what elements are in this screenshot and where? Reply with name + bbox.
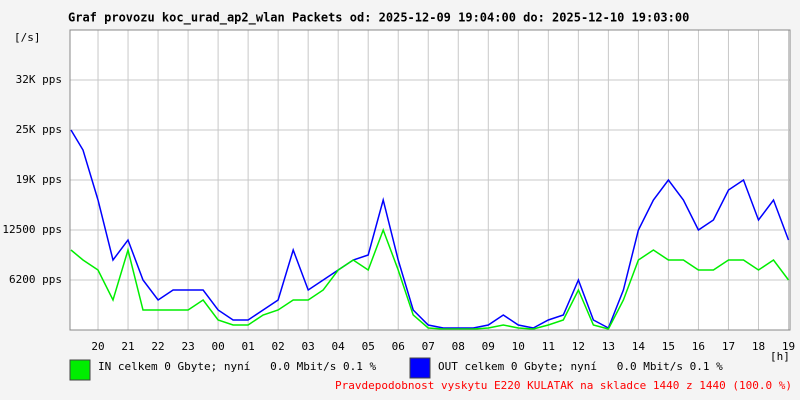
legend-label: OUT celkem 0 Gbyte; nyní 0.0 Mbit/s 0.1 … xyxy=(438,360,723,373)
x-tick-label: 02 xyxy=(272,340,285,353)
y-tick-label: 6200 pps xyxy=(9,273,62,286)
x-tick-label: 13 xyxy=(602,340,615,353)
x-tick-label: 06 xyxy=(392,340,405,353)
x-tick-label: 00 xyxy=(211,340,224,353)
chart-title: Graf provozu koc_urad_ap2_wlan Packets o… xyxy=(68,11,689,26)
series-line xyxy=(70,227,790,330)
grid xyxy=(70,30,790,330)
x-tick-label: 20 xyxy=(91,340,104,353)
legend-label: IN celkem 0 Gbyte; nyní 0.0 Mbit/s 0.1 % xyxy=(98,360,377,373)
legend: OUT celkem 0 Gbyte; nyní 0.0 Mbit/s 0.1 … xyxy=(69,357,723,381)
plot-frame xyxy=(69,29,791,331)
x-tick-label: 11 xyxy=(542,340,555,353)
series-line xyxy=(70,129,790,330)
y-tick-label: 25K pps xyxy=(16,123,62,136)
x-tick-label: 22 xyxy=(151,340,164,353)
x-tick-label: 19 xyxy=(782,340,795,353)
footer-note: Pravdepodobnost vyskytu E220 KULATAK na … xyxy=(335,379,792,392)
x-tick-label: 12 xyxy=(572,340,585,353)
x-tick-label: 04 xyxy=(332,340,346,353)
x-tick-label: 07 xyxy=(422,340,435,353)
x-tick-label: 15 xyxy=(662,340,675,353)
y-tick-label: 12500 pps xyxy=(2,223,62,236)
x-tick-label: 21 xyxy=(121,340,134,353)
y-tick-label: 19K pps xyxy=(16,173,62,186)
x-tick-label: 08 xyxy=(452,340,465,353)
x-tick-label: 09 xyxy=(482,340,495,353)
x-tick-label: 01 xyxy=(241,340,254,353)
x-tick-label: 16 xyxy=(692,340,705,353)
x-tick-label: 18 xyxy=(752,340,765,353)
lines xyxy=(70,129,790,330)
x-tick-label: 05 xyxy=(362,340,375,353)
x-tick-label: 03 xyxy=(302,340,315,353)
y-axis-label: [/s] xyxy=(14,31,41,44)
y-tick-label: 32K pps xyxy=(16,73,62,86)
x-tick-label: 17 xyxy=(722,340,735,353)
x-axis-label: [h] xyxy=(770,350,790,363)
legend-swatch xyxy=(69,359,91,381)
x-tick-label: 23 xyxy=(181,340,194,353)
legend-swatch xyxy=(409,357,431,379)
x-tick-label: 14 xyxy=(632,340,646,353)
x-tick-label: 10 xyxy=(512,340,525,353)
